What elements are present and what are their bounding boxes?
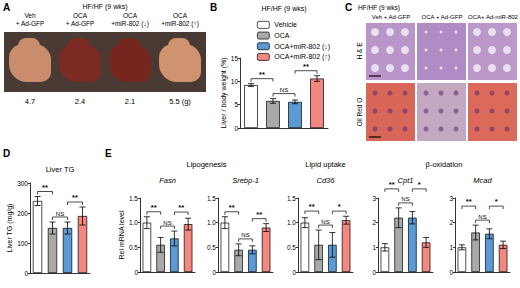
svg-text:15: 15 [231,55,239,62]
svg-text:5: 5 [234,101,238,108]
svg-text:3: 3 [449,195,453,202]
svg-text:Cd36: Cd36 [317,176,336,185]
svg-text:OCA+ Ad-miR-802: OCA+ Ad-miR-802 [468,14,519,20]
svg-text:0: 0 [234,125,238,132]
svg-text:**: ** [259,70,265,79]
svg-text:**: ** [178,203,184,212]
svg-text:**: ** [256,210,262,219]
svg-text:OCA+miR-802 (↑): OCA+miR-802 (↑) [274,53,330,61]
svg-text:1.5: 1.5 [129,195,138,202]
svg-text:3: 3 [372,195,376,202]
svg-text:Cpt1: Cpt1 [398,176,414,185]
svg-text:1: 1 [372,244,376,251]
svg-text:C: C [345,2,352,13]
svg-text:**: ** [72,193,78,202]
svg-text:OCA + Ad-GFP: OCA + Ad-GFP [422,14,463,20]
svg-text:0: 0 [292,269,296,276]
svg-text:Lipogenesis: Lipogenesis [186,160,226,169]
svg-text:B: B [210,2,217,13]
svg-text:*: * [338,202,341,211]
svg-text:1: 1 [449,244,453,251]
svg-text:0.5: 0.5 [207,244,216,251]
svg-text:Mcad: Mcad [473,176,492,185]
svg-text:Lipid uptake: Lipid uptake [305,160,345,169]
svg-text:+miR-802 (↑): +miR-802 (↑) [161,20,199,28]
svg-text:0: 0 [372,269,376,276]
svg-text:1.0: 1.0 [287,219,296,226]
svg-text:2.4: 2.4 [75,97,85,106]
svg-text:NS: NS [321,219,329,225]
svg-text:*: * [495,197,498,206]
svg-text:A: A [3,2,10,13]
svg-text:Veh: Veh [24,12,36,19]
svg-text:Liver TG (mg/g): Liver TG (mg/g) [6,204,14,253]
svg-text:0.5: 0.5 [287,244,296,251]
svg-text:+ Ad-GFP: + Ad-GFP [16,20,45,27]
svg-text:D: D [3,148,10,159]
svg-text:E: E [105,148,112,159]
svg-text:**: ** [309,202,315,211]
svg-text:1.0: 1.0 [129,219,138,226]
svg-text:10: 10 [231,78,239,85]
svg-text:0: 0 [449,269,453,276]
svg-text:**: ** [303,62,309,71]
svg-text:NS: NS [163,220,171,226]
svg-text:0: 0 [24,270,28,277]
svg-text:Rel mRNA level: Rel mRNA level [118,210,125,259]
svg-text:+ Ad-GFP: + Ad-GFP [66,20,95,27]
svg-text:Oil Red O: Oil Red O [356,98,363,127]
svg-text:OCA: OCA [274,32,290,39]
svg-text:OCA+miR-802 (↓): OCA+miR-802 (↓) [274,43,330,51]
svg-text:100: 100 [17,240,28,247]
svg-text:OCA: OCA [173,12,188,19]
svg-text:Vehicle: Vehicle [274,21,297,28]
svg-text:OCA: OCA [123,12,138,19]
svg-text:300: 300 [17,180,28,187]
svg-text:**: ** [151,203,157,212]
svg-text:1.5: 1.5 [287,195,296,202]
svg-text:0: 0 [134,269,138,276]
svg-text:2: 2 [372,219,376,226]
svg-text:H & E: H & E [356,42,363,60]
svg-text:**: ** [389,180,395,189]
svg-text:200: 200 [17,210,28,217]
svg-text:NS: NS [280,87,288,93]
svg-text:1.5: 1.5 [207,195,216,202]
svg-text:**: ** [466,197,472,206]
svg-text:Liver / body weight (%): Liver / body weight (%) [220,57,228,128]
svg-text:Srebp-1: Srebp-1 [232,176,259,185]
svg-text:OCA: OCA [73,12,88,19]
svg-text:NS: NS [401,196,409,202]
svg-text:1.0: 1.0 [207,219,216,226]
svg-text:**: ** [229,203,235,212]
svg-text:HF/HF (9 wks): HF/HF (9 wks) [358,4,400,12]
svg-text:0: 0 [212,269,216,276]
svg-text:4.7: 4.7 [25,97,35,106]
svg-text:+miR-802 (↓): +miR-802 (↓) [111,20,149,28]
svg-text:NS: NS [56,211,64,217]
svg-text:*: * [418,180,421,189]
svg-text:0.5: 0.5 [129,244,138,251]
svg-text:HF/HF (9 wks): HF/HF (9 wks) [261,5,306,13]
svg-text:Veh + Ad-GFP: Veh + Ad-GFP [372,14,411,20]
svg-text:2.1: 2.1 [125,97,135,106]
svg-text:HF/HF (9 wks): HF/HF (9 wks) [82,3,127,11]
svg-text:Liver TG: Liver TG [46,165,75,174]
svg-text:**: ** [42,183,48,192]
svg-text:5.5 (g): 5.5 (g) [169,97,191,106]
svg-text:NS: NS [241,232,249,238]
svg-text:NS: NS [478,214,486,220]
svg-text:2: 2 [449,219,453,226]
svg-text:Fasn: Fasn [159,176,176,185]
svg-text:β-oxidation: β-oxidation [426,160,463,169]
